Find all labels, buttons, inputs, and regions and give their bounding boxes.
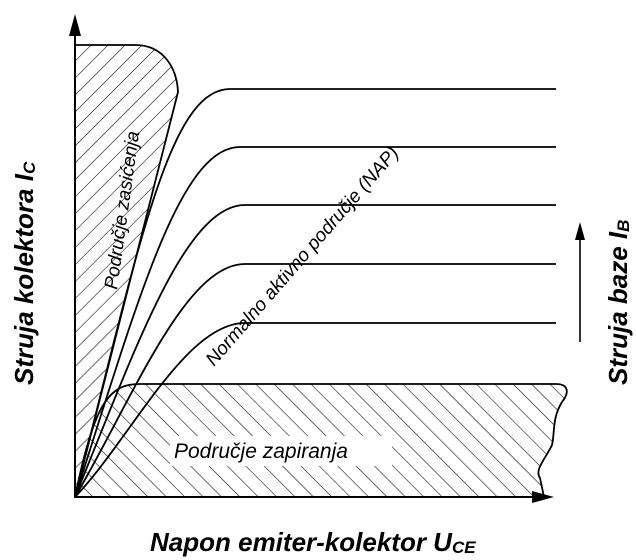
x-axis-label: Napon emiter-kolektor UCE [150,527,476,557]
x-axis-arrowhead [532,491,554,503]
curve-ib-3 [74,204,556,498]
y-axis-arrowhead [69,14,81,36]
y-axis-label: Struja kolektora IC [9,161,39,385]
curve-ib-1 [74,322,556,498]
cutoff-label-backdrop [170,436,392,466]
curve-ib-5 [74,88,556,498]
characteristic-curves [74,88,556,498]
active-region-label: Normalno aktivno područje (NAP) [202,143,404,370]
cutoff-region-label: Područje zapiranja [174,440,348,463]
base-current-arrowhead [575,222,585,240]
curve-ib-4 [74,146,556,498]
axes [74,28,540,498]
curve-ib-2 [74,263,556,498]
saturation-region [74,44,179,498]
base-current-label: Struja baze IB [603,220,633,385]
